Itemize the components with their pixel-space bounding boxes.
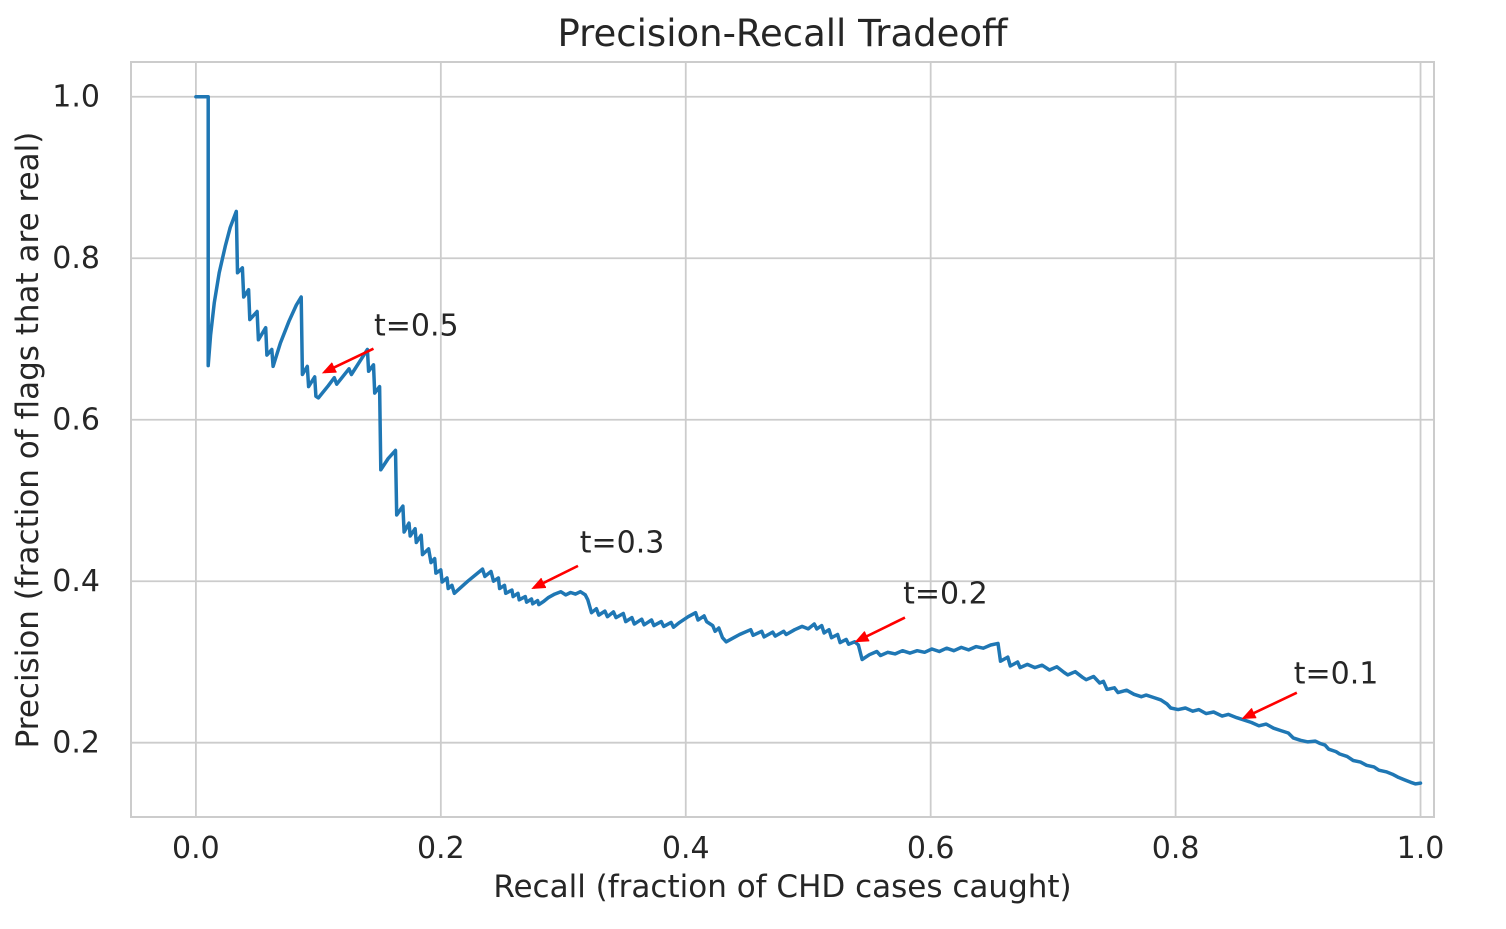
threshold-annotation-label: t=0.5 [374, 308, 459, 343]
threshold-arrow [321, 347, 375, 374]
y-tick-label: 0.4 [52, 564, 100, 599]
x-tick-label: 0.4 [662, 831, 710, 866]
y-tick-label: 1.0 [52, 80, 100, 115]
chart-title: Precision-Recall Tradeoff [557, 12, 1008, 55]
y-tick-label: 0.8 [52, 241, 100, 276]
threshold-arrow [854, 616, 906, 643]
y-tick-label: 0.6 [52, 403, 100, 438]
x-tick-label: 0.0 [172, 831, 220, 866]
threshold-annotation-label: t=0.3 [580, 526, 665, 561]
threshold-annotation-label: t=0.2 [903, 576, 988, 611]
threshold-arrow [1241, 691, 1298, 719]
x-axis-label: Recall (fraction of CHD cases caught) [493, 869, 1072, 905]
x-tick-label: 0.6 [907, 831, 955, 866]
threshold-annotation-label: t=0.1 [1294, 656, 1379, 691]
axes-spines [130, 61, 1435, 818]
axes-background [131, 62, 1434, 817]
y-tick-label: 0.2 [52, 726, 100, 761]
precision-recall-curve [194, 94, 1423, 786]
x-tick-label: 0.8 [1152, 831, 1200, 866]
threshold-arrow [531, 564, 579, 589]
x-tick-label: 1.0 [1397, 831, 1445, 866]
x-tick-label: 0.2 [417, 831, 465, 866]
